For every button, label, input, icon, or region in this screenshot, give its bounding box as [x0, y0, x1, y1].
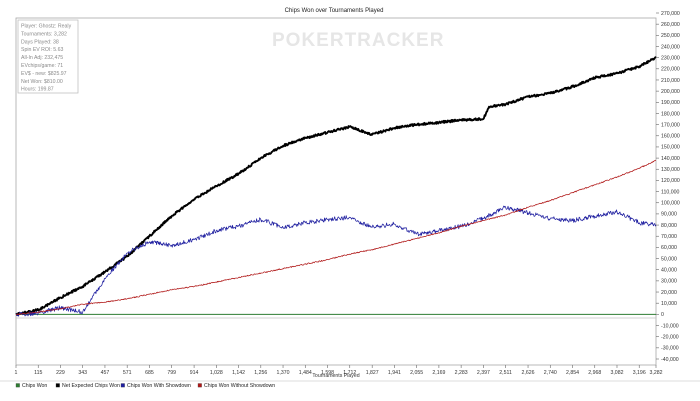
y-tick-label: 150,000: [661, 145, 680, 151]
y-tick-label: -40,000: [661, 357, 679, 363]
y-tick-label: 200,000: [661, 89, 680, 95]
x-tick-label: 2,968: [588, 370, 601, 376]
x-tick-label: 1,370: [277, 370, 290, 376]
y-tick-label: 40,000: [661, 268, 677, 274]
legend-label: Chips Won With Showdown: [127, 383, 191, 389]
info-line: Hours: 199.87: [21, 87, 54, 93]
series-group: [15, 56, 657, 317]
info-line: Days Played: 38: [21, 39, 59, 45]
y-tick-label: 240,000: [661, 44, 680, 50]
x-tick-label: 1,028: [210, 370, 223, 376]
y-tick-label: 70,000: [661, 234, 677, 240]
y-axis: -40,000 -30,000 -20,000 -10,000 0 10,000 20,00…: [656, 11, 680, 363]
x-tick-label: 457: [101, 370, 110, 376]
x-tick-label: 1,941: [388, 370, 401, 376]
legend-swatch: [197, 383, 202, 388]
series-line-chips-won-with-showdown: [15, 205, 657, 317]
y-tick-label: 140,000: [661, 156, 680, 162]
x-tick-label: 3,282: [650, 370, 663, 376]
legend-items: Chips Won Net Expected Chips Won Chips Won…: [15, 383, 275, 389]
y-tick-label: 80,000: [661, 223, 677, 229]
y-tick-label: 100,000: [661, 201, 680, 207]
info-line: Tournaments: 3,282: [21, 31, 67, 37]
y-tick-label: 250,000: [661, 33, 680, 39]
y-tick-label: 50,000: [661, 256, 677, 262]
y-tick-label: 220,000: [661, 67, 680, 73]
x-tick-label: 1,827: [366, 370, 379, 376]
x-tick-label: 1,598: [321, 370, 334, 376]
x-axis-label: Tournaments Played: [312, 373, 359, 379]
y-tick-label: 90,000: [661, 212, 677, 218]
x-tick-label: 2,169: [432, 370, 445, 376]
legend-swatch: [15, 383, 20, 388]
x-tick-label: 2,283: [455, 370, 468, 376]
y-tick-label: 160,000: [661, 134, 680, 140]
legend: Chips Won Net Expected Chips Won Chips Won…: [0, 380, 700, 389]
x-tick-label: 1,256: [254, 370, 267, 376]
x-tick-label: 1,142: [232, 370, 245, 376]
x-tick-label: 1: [15, 370, 18, 376]
x-tick-label: 343: [78, 370, 87, 376]
x-tick-label: 2,854: [566, 370, 579, 376]
legend-label: Net Expected Chips Won: [62, 383, 120, 389]
y-tick-label: 120,000: [661, 178, 680, 184]
series-line-chips-won-without-showdown: [15, 159, 657, 315]
info-line: EV$ - new: $825.97: [21, 71, 67, 77]
y-tick-label: 260,000: [661, 22, 680, 28]
x-tick-label: 229: [56, 370, 65, 376]
x-tick-label: 685: [145, 370, 154, 376]
legend-label: Chips Won Without Showdown: [204, 383, 275, 389]
x-tick-label: 914: [190, 370, 199, 376]
y-tick-label: -30,000: [661, 346, 679, 352]
y-tick-label: 190,000: [661, 100, 680, 106]
x-tick-label: 799: [167, 370, 176, 376]
x-tick-label: 2,626: [522, 370, 535, 376]
legend-swatch: [55, 383, 60, 388]
y-tick-label: 0: [661, 312, 664, 318]
y-tick-label: 60,000: [661, 245, 677, 251]
info-box-frame: [17, 19, 79, 94]
y-tick-label: -20,000: [661, 334, 679, 340]
x-tick-label: 571: [123, 370, 132, 376]
legend-swatch: [120, 383, 125, 388]
x-tick-label: 2,740: [544, 370, 557, 376]
chart-title: Chips Won over Tournaments Played: [285, 8, 384, 14]
y-tick-label: 180,000: [661, 111, 680, 117]
x-tick-label: 2,055: [410, 370, 423, 376]
y-tick-label: -10,000: [661, 323, 679, 329]
y-tick-label: 170,000: [661, 122, 680, 128]
legend-label: Chips Won: [22, 383, 47, 389]
info-line: Spin EV ROI: 5.63: [21, 47, 64, 53]
info-line: EVchips/game: 71: [21, 63, 63, 69]
info-line: Player: Ghostz: Realy: [21, 24, 72, 30]
y-tick-label: 270,000: [661, 11, 680, 17]
y-tick-label: 20,000: [661, 290, 677, 296]
y-tick-label: 110,000: [661, 189, 679, 195]
x-tick-label: 1,712: [343, 370, 356, 376]
y-tick-label: 210,000: [661, 78, 680, 84]
x-axis: 1 115 229 343 457 571 685 799 914 1,028 1,142 1,256…: [15, 365, 663, 376]
y-tick-label: 230,000: [661, 55, 680, 61]
x-tick-label: 3,196: [633, 370, 646, 376]
y-tick-label: 30,000: [661, 279, 677, 285]
watermark-text: POKERTRACKER: [272, 30, 444, 51]
y-tick-label: 130,000: [661, 167, 680, 173]
watermark-logo: POKERTRACKER: [272, 30, 444, 51]
x-tick-label: 2,511: [499, 370, 512, 376]
x-tick-label: 3,082: [610, 370, 623, 376]
x-tick-label: 1,484: [299, 370, 312, 376]
y-tick-label: 10,000: [661, 301, 677, 307]
info-line: Net Won: $810.00: [21, 79, 63, 85]
x-tick-label: 2,397: [477, 370, 490, 376]
x-tick-label: 115: [34, 370, 42, 376]
info-line: All-In Adj: 232,475: [21, 55, 63, 61]
